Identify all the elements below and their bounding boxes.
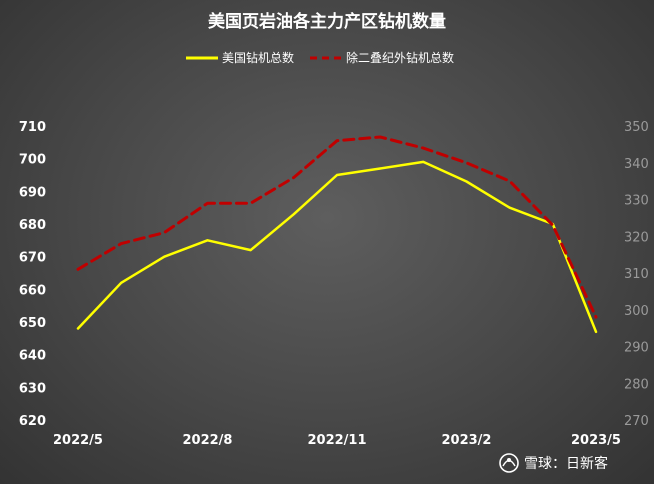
y-left-tick-label: 700 bbox=[19, 153, 46, 168]
y-right-tick-label: 270 bbox=[624, 414, 649, 429]
y-left-tick-label: 650 bbox=[19, 316, 46, 331]
y-left-tick-label: 640 bbox=[19, 349, 46, 364]
y-left-tick-label: 620 bbox=[19, 414, 46, 429]
y-axis-right: 270 280 290 300 310 320 330 340 350 bbox=[624, 120, 649, 429]
legend: 美国钻机总数 除二叠纪外钻机总数 bbox=[186, 50, 454, 65]
y-left-tick-label: 710 bbox=[19, 120, 46, 135]
y-right-tick-label: 340 bbox=[624, 157, 649, 172]
y-left-tick-label: 690 bbox=[19, 185, 46, 200]
watermark: 雪球：日新客 bbox=[499, 453, 608, 473]
y-right-tick-label: 330 bbox=[624, 194, 649, 209]
y-right-tick-label: 280 bbox=[624, 377, 649, 392]
watermark-text: 雪球：日新客 bbox=[524, 455, 608, 472]
legend-label: 除二叠纪外钻机总数 bbox=[346, 50, 454, 65]
x-tick-label: 2023/5 bbox=[571, 433, 621, 448]
y-left-tick-label: 680 bbox=[19, 218, 46, 233]
y-right-tick-label: 320 bbox=[624, 230, 649, 245]
series-layer bbox=[76, 135, 598, 334]
y-left-tick-label: 670 bbox=[19, 251, 46, 266]
legend-label: 美国钻机总数 bbox=[222, 50, 294, 65]
y-left-tick-label: 630 bbox=[19, 381, 46, 396]
x-tick-label: 2023/2 bbox=[442, 433, 492, 448]
y-right-tick-label: 350 bbox=[624, 120, 649, 135]
series-line-ex-permian bbox=[76, 135, 598, 319]
y-right-tick-label: 290 bbox=[624, 341, 649, 356]
chart-title: 美国页岩油各主力产区钻机数量 bbox=[208, 11, 446, 32]
x-tick-label: 2022/5 bbox=[53, 433, 103, 448]
x-axis: 2022/5 2022/8 2022/11 2023/2 2023/5 bbox=[53, 433, 621, 448]
snowball-logo-icon bbox=[499, 453, 519, 473]
y-right-tick-label: 300 bbox=[624, 304, 649, 319]
y-axis-left: 620 630 640 650 660 670 680 690 700 710 bbox=[19, 120, 46, 429]
y-right-tick-label: 310 bbox=[624, 267, 649, 282]
y-left-tick-label: 660 bbox=[19, 283, 46, 298]
x-tick-label: 2022/8 bbox=[183, 433, 233, 448]
series-line-us-total bbox=[76, 160, 598, 334]
x-tick-label: 2022/11 bbox=[307, 433, 366, 448]
